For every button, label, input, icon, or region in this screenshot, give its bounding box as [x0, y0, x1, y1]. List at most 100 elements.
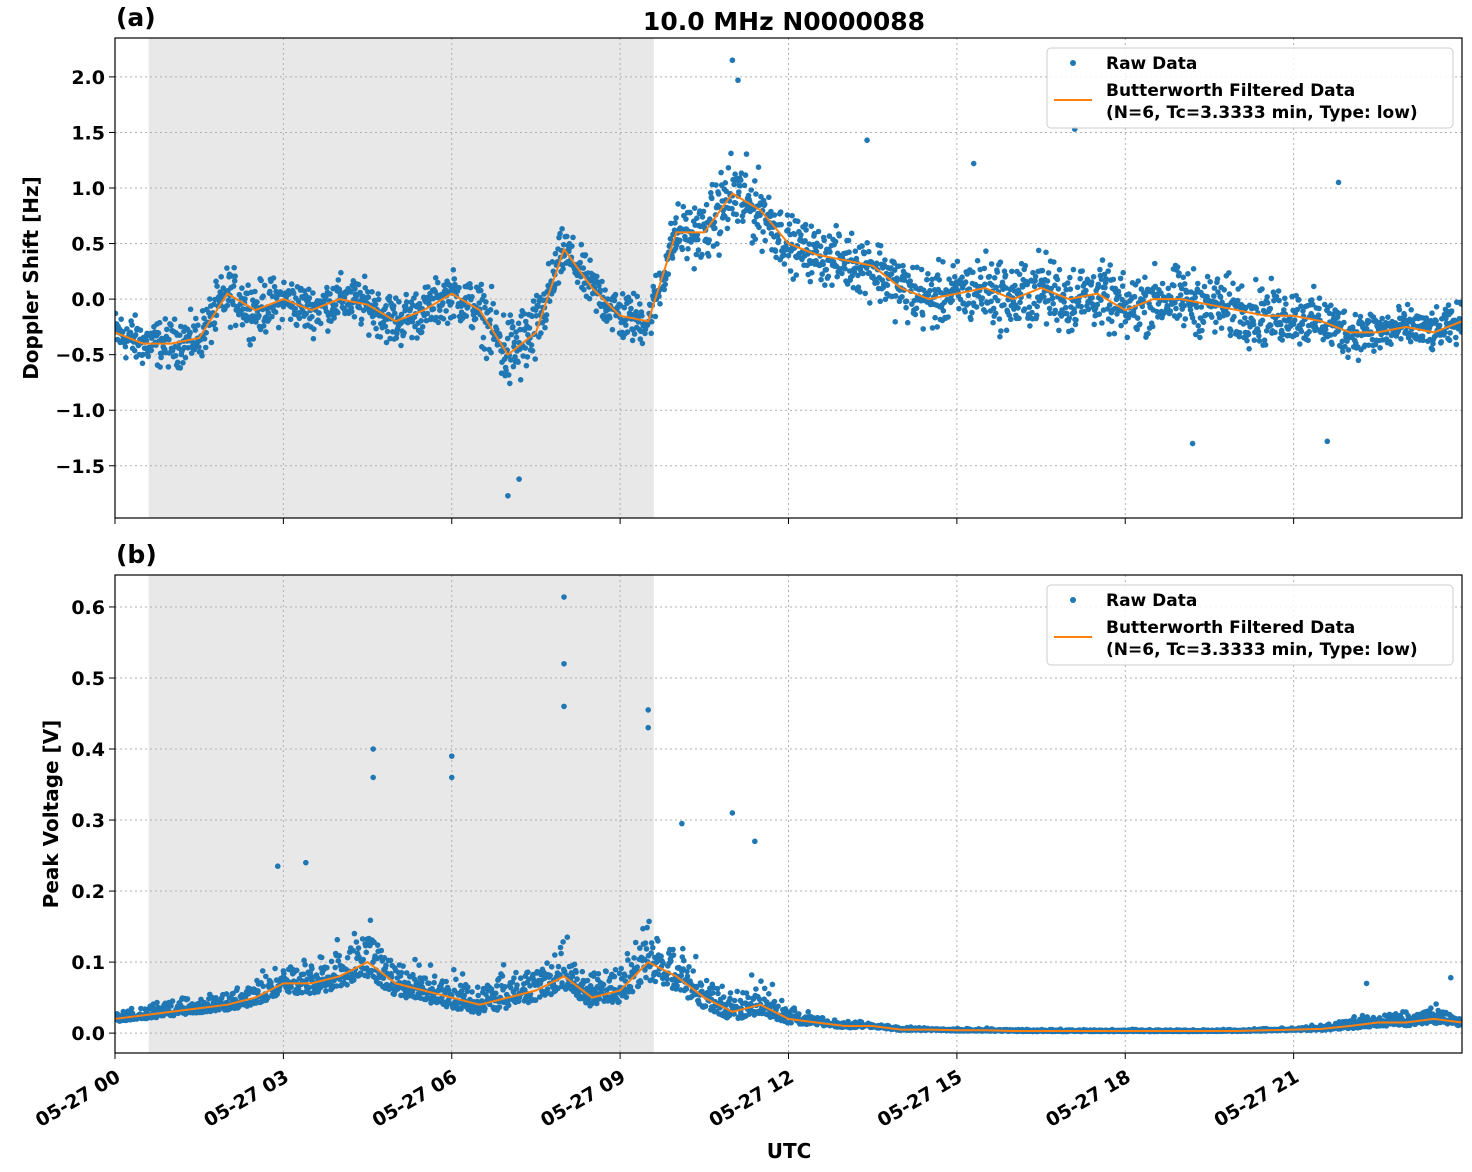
raw-point	[1268, 275, 1275, 282]
raw-point	[655, 938, 661, 944]
raw-point	[511, 975, 517, 981]
raw-point	[954, 258, 961, 265]
raw-point	[414, 335, 420, 341]
raw-point	[826, 233, 833, 239]
raw-point	[781, 252, 787, 258]
raw-point	[1419, 333, 1426, 340]
raw-point	[685, 246, 691, 252]
raw-point	[1180, 274, 1187, 281]
raw-point	[899, 294, 905, 300]
raw-point	[1279, 337, 1285, 343]
raw-point	[239, 322, 246, 328]
raw-point	[358, 316, 365, 323]
raw-point	[450, 267, 457, 273]
panel-label: (a)	[116, 3, 156, 32]
raw-point	[272, 965, 278, 972]
raw-point	[374, 942, 381, 948]
raw-point	[1048, 285, 1054, 292]
raw-point	[1259, 286, 1265, 292]
raw-point	[956, 305, 962, 312]
raw-point	[328, 958, 335, 965]
raw-point	[891, 260, 897, 266]
raw-point	[1211, 293, 1217, 299]
raw-point	[263, 973, 269, 980]
raw-point	[396, 299, 402, 305]
raw-point	[628, 961, 635, 968]
raw-point	[261, 282, 268, 289]
raw-point	[991, 275, 998, 281]
raw-point	[370, 320, 377, 326]
raw-point	[1311, 283, 1317, 290]
raw-point	[168, 322, 174, 329]
raw-point	[488, 349, 494, 356]
raw-point	[332, 964, 339, 971]
raw-point	[383, 962, 389, 969]
raw-point	[618, 965, 624, 972]
raw-point	[145, 353, 151, 360]
raw-point	[1115, 288, 1122, 295]
raw-point	[1083, 287, 1089, 294]
raw-point	[497, 333, 503, 339]
raw-point	[529, 348, 536, 354]
raw-point	[1407, 338, 1414, 345]
raw-point	[644, 924, 650, 931]
raw-point	[1045, 270, 1052, 276]
raw-point	[936, 277, 943, 283]
raw-point	[510, 323, 516, 330]
raw-point	[1227, 332, 1234, 339]
raw-point	[542, 324, 548, 331]
raw-point	[1016, 315, 1022, 322]
raw-point	[355, 281, 362, 288]
raw-point	[296, 315, 303, 322]
raw-point	[903, 298, 910, 305]
raw-point	[652, 978, 659, 985]
raw-point	[505, 1002, 512, 1009]
raw-point	[509, 318, 515, 325]
raw-point	[1212, 329, 1218, 335]
legend-raw-label: Raw Data	[1106, 54, 1197, 74]
raw-point	[1225, 310, 1231, 317]
raw-point	[532, 356, 538, 362]
raw-point	[940, 308, 947, 314]
raw-point	[1429, 346, 1436, 353]
raw-point	[177, 332, 183, 339]
raw-point	[661, 286, 667, 293]
raw-point	[451, 276, 458, 282]
raw-point	[867, 300, 873, 306]
raw-point	[643, 946, 650, 952]
raw-point	[382, 323, 389, 330]
raw-point	[1282, 295, 1288, 302]
raw-point	[694, 215, 700, 221]
raw-point	[1335, 310, 1342, 317]
raw-point	[857, 289, 863, 295]
raw-point	[1298, 328, 1305, 335]
raw-point	[458, 988, 465, 994]
raw-point	[517, 975, 524, 981]
raw-point	[115, 310, 119, 317]
raw-point	[896, 263, 902, 270]
raw-point	[1117, 275, 1124, 282]
y-tick-label: 0.0	[71, 289, 105, 311]
raw-point	[1016, 271, 1023, 278]
raw-point	[1101, 271, 1108, 278]
raw-point	[694, 983, 700, 990]
raw-point	[968, 316, 974, 323]
raw-point	[600, 981, 607, 988]
raw-point	[1363, 326, 1370, 332]
raw-point	[731, 181, 737, 188]
raw-point	[499, 973, 506, 979]
raw-point	[1379, 315, 1385, 322]
raw-point	[892, 319, 898, 325]
raw-point	[752, 236, 759, 242]
raw-point	[1124, 334, 1131, 341]
raw-point	[230, 301, 236, 308]
raw-point	[372, 301, 379, 308]
raw-point	[1167, 308, 1174, 315]
raw-point	[286, 989, 292, 995]
raw-point	[1408, 307, 1414, 313]
raw-point	[642, 967, 648, 973]
raw-point	[1106, 331, 1112, 338]
raw-point	[1066, 315, 1073, 321]
raw-point	[1453, 334, 1459, 341]
raw-point	[743, 151, 750, 157]
